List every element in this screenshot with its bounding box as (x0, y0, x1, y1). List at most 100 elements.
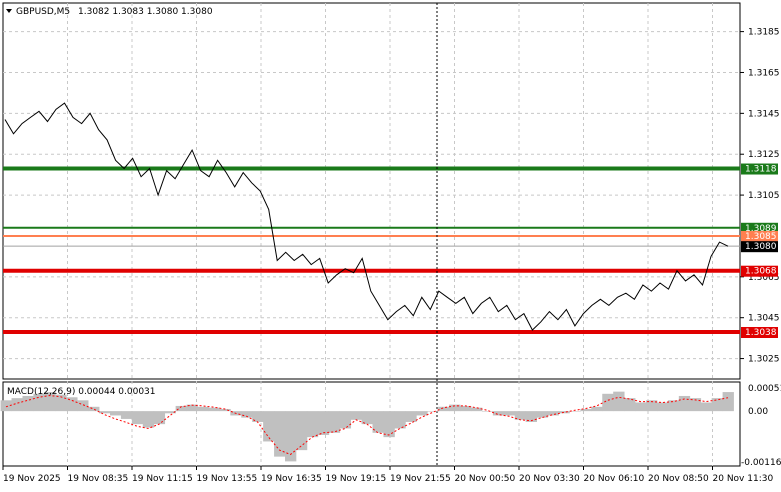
macd-histogram-bar (77, 400, 89, 412)
time-tick-label: 19 Nov 2025 (3, 474, 61, 484)
macd-histogram-bar (120, 411, 133, 419)
macd-histogram-bar (0, 400, 12, 412)
macd-histogram-bar (66, 397, 78, 412)
macd-histogram-bar (449, 404, 461, 412)
macd-histogram-bar (481, 411, 494, 412)
level-badge-label: 1.3038 (745, 328, 777, 338)
macd-histogram-bar (11, 398, 23, 412)
macd-histogram-bar (624, 398, 636, 412)
macd-histogram-bar (646, 400, 658, 412)
time-tick-label: 19 Nov 16:35 (261, 474, 322, 484)
macd-histogram-bar (656, 402, 669, 412)
price-line (4, 102, 729, 331)
macd-histogram-bar (241, 411, 253, 418)
macd-label: MACD(12,26,9) 0.00044 0.00031 (7, 387, 156, 397)
macd-signal-line (5, 394, 729, 456)
macd-histogram-bar (175, 405, 187, 412)
macd-tick-label: 0.00051 (748, 384, 781, 394)
level-badge-label: 1.3085 (745, 232, 777, 242)
triangle-down-icon[interactable] (6, 9, 12, 13)
time-tick-label: 20 Nov 06:10 (584, 474, 645, 484)
macd-histogram-bar (361, 411, 373, 425)
current-price-label: 1.3080 (745, 242, 777, 252)
price-panel[interactable] (2, 2, 741, 380)
time-tick-label: 19 Nov 13:55 (197, 474, 258, 484)
price-tick-label: 1.3185 (748, 28, 780, 38)
macd-histogram-bar (427, 411, 439, 412)
price-tick-label: 1.3125 (748, 150, 780, 160)
current-price-badge (741, 241, 778, 253)
price-tick-label: 1.3105 (748, 191, 780, 201)
macd-histogram-bar (394, 411, 406, 429)
macd-histogram-bar (438, 406, 450, 412)
macd-histogram-bar (317, 411, 330, 435)
time-tick-label: 19 Nov 11:15 (132, 474, 193, 484)
level-badge-label: 1.3118 (745, 165, 777, 175)
macd-histogram-bar (197, 406, 209, 412)
macd-histogram-bar (186, 404, 198, 412)
macd-histogram-bar (591, 406, 603, 412)
price-tick-label: 1.3145 (748, 109, 780, 119)
macd-histogram-bar (274, 411, 286, 457)
level-badge-label: 1.3089 (745, 224, 777, 234)
level-badge (741, 163, 778, 175)
macd-histogram-bar (416, 411, 428, 416)
macd-histogram-bar (164, 411, 177, 414)
macd-histogram-bar (678, 395, 691, 412)
macd-histogram-bar (88, 406, 100, 412)
macd-histogram-bar (55, 394, 67, 412)
time-tick-label: 20 Nov 08:50 (648, 474, 709, 484)
symbol-label: GBPUSD,M5 (16, 7, 70, 17)
price-tick-label: 1.3025 (748, 355, 780, 365)
macd-histogram-bar (263, 411, 275, 442)
macd-histogram-bar (285, 411, 297, 462)
grid (3, 3, 740, 466)
ohlc-values: 1.3082 1.3083 1.3080 1.3080 (78, 7, 213, 17)
macd-histogram-bar (33, 393, 45, 412)
price-tick-label: 1.3065 (748, 273, 780, 283)
macd-histogram-bar (514, 411, 527, 420)
macd-histogram-bar (295, 411, 308, 451)
macd-histogram-bar (580, 408, 592, 412)
macd-histogram-bar (689, 398, 702, 412)
macd-tick-label: -0.00116 (741, 458, 781, 468)
price-tick-label: 1.3165 (748, 68, 780, 78)
macd-histogram-bar (503, 411, 516, 416)
macd-histogram-bar (525, 411, 538, 422)
macd-histogram-bar (722, 392, 734, 412)
macd-histogram-bar (372, 411, 384, 433)
macd-histogram-bar (350, 411, 362, 420)
macd-histogram-bar (613, 391, 625, 412)
macd-indicator (0, 391, 734, 462)
macd-histogram-bar (711, 398, 723, 412)
time-axis[interactable]: 19 Nov 2025 19 Nov 08:35 19 Nov 11:15 19 No… (2, 466, 774, 484)
macd-histogram-bar (700, 402, 713, 412)
price-tick-label: 1.3045 (748, 314, 780, 324)
macd-histogram-bar (208, 407, 220, 412)
macd-histogram-bar (109, 411, 122, 416)
macd-tick-label: 0.00 (748, 407, 768, 417)
macd-histogram-bar (328, 411, 341, 433)
macd-histogram-bar (383, 411, 395, 438)
macd-histogram-bar (219, 408, 231, 412)
time-tick-label: 19 Nov 21:55 (390, 474, 451, 484)
macd-histogram-bar (558, 411, 570, 414)
macd-histogram-bar (44, 392, 56, 412)
macd-histogram-bar (460, 405, 472, 412)
macd-histogram-bar (635, 402, 647, 412)
level-badge (741, 230, 778, 242)
time-tick-label: 20 Nov 11:30 (713, 474, 774, 484)
macd-histogram-bar (252, 411, 264, 422)
level-badge-label: 1.3068 (745, 267, 777, 277)
macd-histogram-bar (131, 411, 144, 425)
macd-histogram-bar (492, 411, 505, 416)
macd-histogram-bar (602, 393, 614, 412)
macd-histogram-bar (142, 411, 155, 428)
macd-histogram-bar (470, 407, 483, 412)
macd-scale[interactable]: 0.00051 0.00 -0.00116 (741, 384, 781, 468)
horizontal-levels[interactable] (3, 166, 740, 334)
price-scale[interactable]: 1.31851.31651.31451.31251.31051.30651.30… (740, 28, 780, 365)
